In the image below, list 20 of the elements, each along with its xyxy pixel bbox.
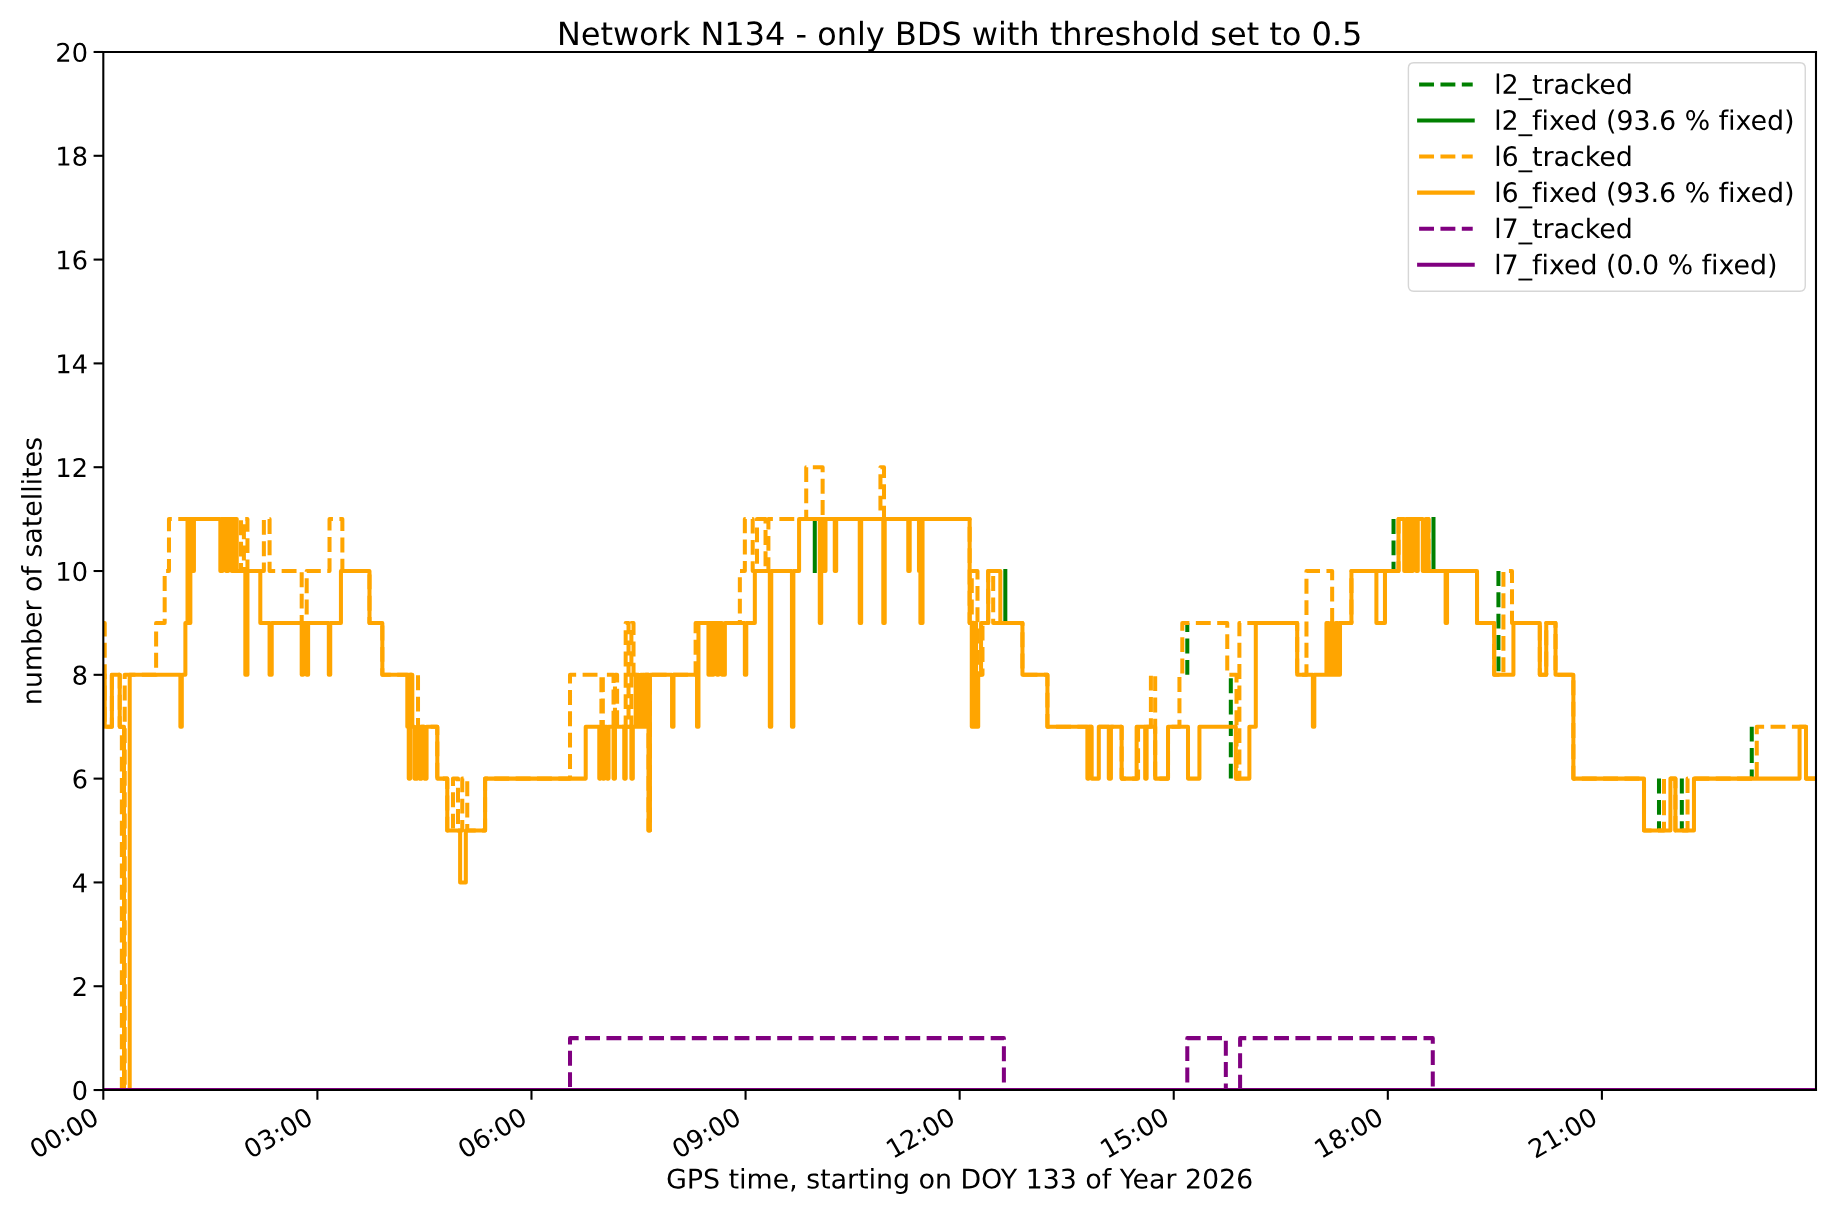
y-tick-label: 10 [58, 561, 87, 582]
y-tick-label: 2 [73, 976, 86, 996]
y-tick-label: 4 [72, 873, 87, 893]
legend-label: l6_tracked [1496, 145, 1631, 173]
y-tick-label: 12 [58, 457, 86, 477]
legend-label: l7_tracked [1496, 217, 1631, 245]
y-tick-label: 14 [58, 354, 87, 374]
legend-label: l6_fixed (93.6 % fixed) [1496, 181, 1793, 209]
chart-title: Network N134 - only BDS with threshold set to 0.5 [560, 20, 1360, 52]
y-tick-label: 16 [58, 250, 87, 270]
y-axis-title: number of satellites [21, 438, 42, 703]
legend-label: l2_fixed (93.6 % fixed) [1496, 109, 1793, 137]
legend-label: l2_tracked [1496, 73, 1631, 101]
y-tick-label: 6 [73, 769, 87, 789]
y-tick-label: 18 [58, 146, 87, 166]
y-tick-label: 8 [73, 665, 87, 685]
legend-label: l7_fixed (0.0 % fixed) [1496, 253, 1776, 281]
y-tick-label: 20 [57, 42, 87, 63]
y-tick-label: 0 [73, 1080, 87, 1101]
x-axis-title: GPS time, starting on DOY 133 of Year 2026 [667, 1168, 1252, 1194]
